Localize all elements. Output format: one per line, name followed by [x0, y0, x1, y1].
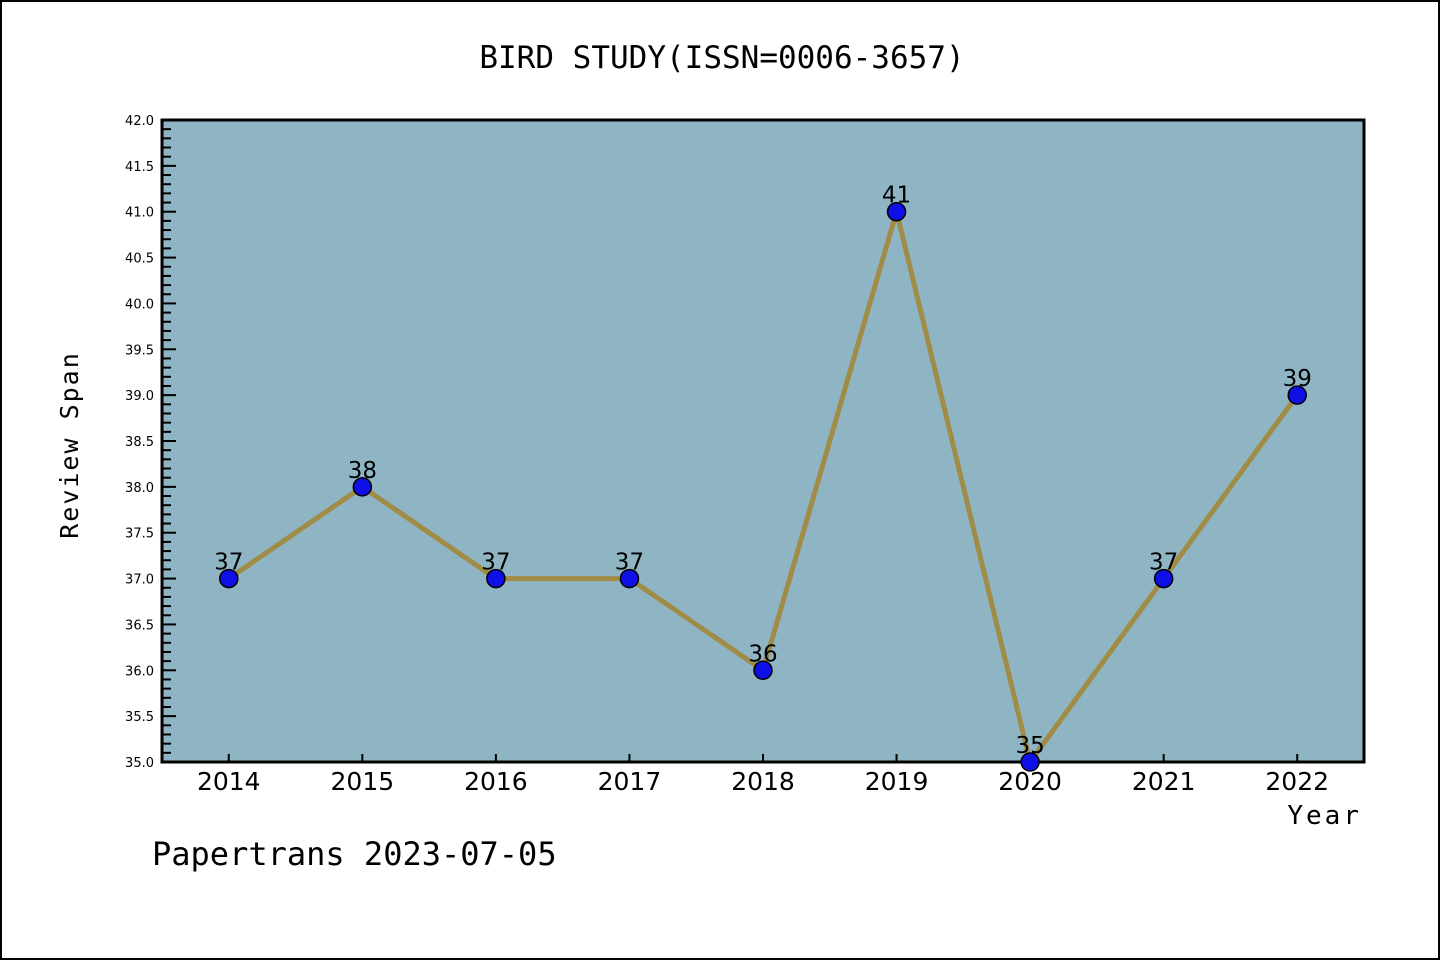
x-tick-label: 2019 — [865, 767, 929, 796]
y-tick-label: 42.0 — [125, 114, 154, 129]
y-tick-label: 38.5 — [125, 435, 154, 450]
data-point-label: 41 — [882, 183, 911, 209]
footer-watermark: Papertrans 2023-07-05 — [152, 835, 557, 873]
data-point-label: 37 — [481, 550, 510, 576]
x-tick-label: 2015 — [331, 767, 395, 796]
y-tick-label: 39.5 — [125, 343, 154, 358]
data-point-label: 37 — [1149, 550, 1178, 576]
x-tick-label: 2022 — [1265, 767, 1329, 796]
data-point — [619, 568, 640, 589]
chart-title: BIRD STUDY(ISSN=0006-3657) — [479, 40, 964, 76]
y-tick-label: 36.0 — [125, 664, 154, 679]
data-point — [486, 568, 506, 589]
y-tick-label: 38.0 — [125, 481, 154, 496]
y-tick-label: 40.0 — [125, 297, 154, 312]
y-tick-label: 37.0 — [125, 573, 154, 588]
y-tick-label: 37.5 — [125, 527, 154, 542]
x-axis-label: Year — [1287, 801, 1362, 831]
y-tick-label: 41.0 — [125, 206, 154, 221]
x-tick-label: 2016 — [464, 767, 528, 796]
plot-border — [160, 118, 1366, 764]
data-point-label: 37 — [615, 550, 644, 576]
data-point — [886, 201, 907, 222]
data-point — [753, 660, 773, 681]
x-tick-label: 2018 — [731, 767, 795, 796]
y-tick-label: 36.5 — [125, 618, 154, 633]
data-point — [352, 477, 373, 497]
data-point — [1020, 752, 1040, 772]
data-point-label: 35 — [1015, 733, 1044, 759]
data-point — [1287, 385, 1307, 405]
x-tick-label: 2021 — [1132, 767, 1196, 796]
data-point-label: 37 — [214, 550, 243, 576]
y-tick-label: 35.0 — [125, 756, 154, 771]
y-tick-label: 39.0 — [125, 389, 154, 404]
x-tick-label: 2017 — [598, 767, 662, 796]
data-point-label: 39 — [1283, 366, 1312, 392]
y-tick-label: 41.5 — [125, 160, 154, 175]
y-tick-label: 35.5 — [125, 710, 154, 725]
y-tick-label: 40.5 — [125, 252, 154, 267]
x-tick-label: 2014 — [197, 767, 261, 796]
data-point — [219, 568, 239, 589]
x-tick-label: 2020 — [998, 767, 1062, 796]
y-axis-label: Review Span — [55, 351, 84, 539]
data-point-label: 36 — [748, 641, 777, 667]
data-point — [1153, 568, 1174, 589]
plot-area — [162, 120, 1364, 762]
data-point-label: 38 — [348, 458, 377, 484]
